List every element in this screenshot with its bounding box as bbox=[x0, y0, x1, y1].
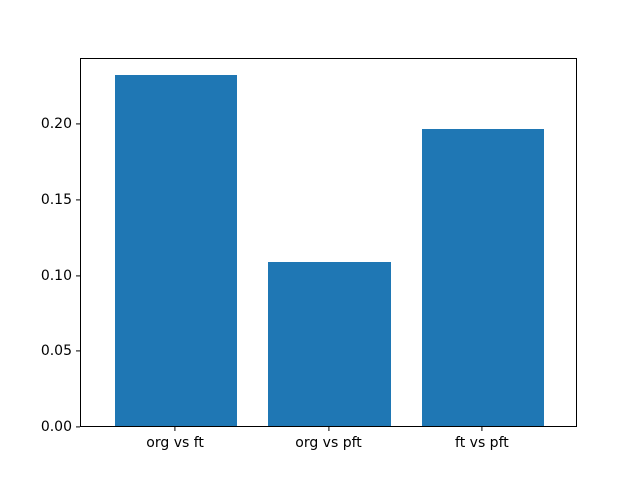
x-tick-label-org-vs-ft: org vs ft bbox=[146, 435, 204, 451]
x-tick-label-org-vs-pft: org vs pft bbox=[295, 435, 362, 451]
y-tick-mark bbox=[76, 350, 80, 352]
y-tick-label: 0.05 bbox=[40, 343, 72, 360]
x-tick-label-ft-vs-pft: ft vs pft bbox=[455, 435, 509, 451]
bar-org-vs-pft bbox=[268, 262, 391, 426]
y-tick-label: 0.20 bbox=[40, 116, 72, 133]
y-tick-mark bbox=[76, 274, 80, 277]
x-tick-mark bbox=[481, 427, 483, 431]
y-tick-label: 0.15 bbox=[40, 191, 72, 208]
x-tick-mark bbox=[327, 427, 330, 431]
bar-org-vs-ft bbox=[114, 74, 238, 426]
bar-ft-vs-pft bbox=[421, 129, 545, 426]
x-tick-mark bbox=[174, 427, 176, 431]
y-tick-label: 0.10 bbox=[40, 267, 72, 284]
y-tick-mark bbox=[76, 123, 80, 125]
plot-area bbox=[80, 58, 577, 427]
y-tick-mark bbox=[76, 199, 80, 201]
y-tick-label: 0.00 bbox=[40, 419, 72, 435]
y-tick-mark bbox=[76, 426, 80, 428]
